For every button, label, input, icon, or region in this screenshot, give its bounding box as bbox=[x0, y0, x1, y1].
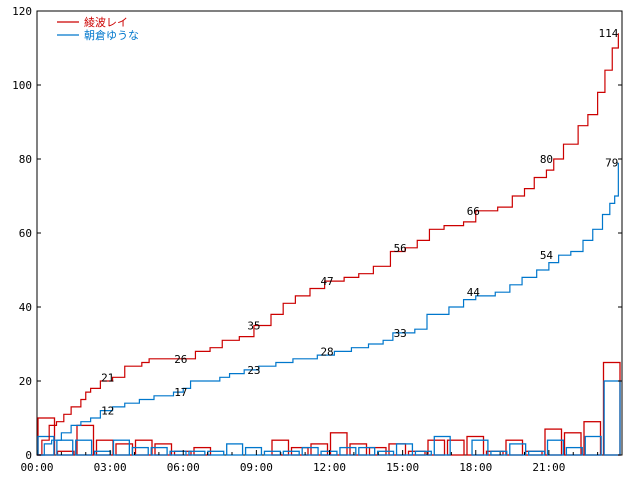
x-tick-label: 15:00 bbox=[386, 461, 419, 474]
hourly-bar bbox=[154, 443, 173, 456]
hourly-bar bbox=[527, 450, 546, 456]
data-label: 12 bbox=[101, 405, 114, 418]
series-line bbox=[37, 33, 619, 456]
data-label: 44 bbox=[467, 286, 481, 299]
hourly-bar bbox=[490, 450, 508, 456]
data-label: 17 bbox=[174, 386, 187, 399]
hourly-bar bbox=[584, 435, 602, 456]
hourly-bar bbox=[509, 443, 527, 456]
hourly-bar bbox=[131, 446, 149, 456]
x-tick-label: 09:00 bbox=[240, 461, 273, 474]
data-label: 35 bbox=[247, 320, 260, 333]
hourly-bar bbox=[75, 439, 93, 456]
y-tick-label: 40 bbox=[19, 301, 32, 314]
data-label: 33 bbox=[394, 327, 407, 340]
hourly-bar bbox=[546, 439, 565, 456]
hourly-bar bbox=[282, 450, 300, 456]
hourly-bar bbox=[310, 443, 329, 456]
hourly-bar bbox=[56, 439, 74, 456]
hourly-bar bbox=[37, 435, 55, 456]
hourly-bar bbox=[377, 450, 395, 456]
plot-frame bbox=[36, 10, 623, 456]
hourly-bar bbox=[301, 446, 319, 456]
hourly-bar bbox=[505, 439, 524, 456]
hourly-bar bbox=[395, 443, 414, 456]
hourly-bar bbox=[339, 446, 357, 456]
x-axis: 00:00 03:00 06:00 09:00 12:00 15:00 18:00 21:00 bbox=[20, 450, 623, 474]
data-label: 80 bbox=[540, 153, 553, 166]
hourly-bar bbox=[446, 439, 465, 456]
hourly-bar bbox=[358, 446, 376, 456]
hourly-bar bbox=[427, 439, 446, 456]
y-tick-label: 80 bbox=[19, 153, 32, 166]
hourly-bar bbox=[414, 450, 432, 456]
hourly-bar bbox=[112, 439, 131, 456]
x-tick-label: 03:00 bbox=[94, 461, 127, 474]
series-line bbox=[37, 162, 619, 456]
data-label: 28 bbox=[320, 345, 333, 358]
hourly-bar bbox=[565, 446, 583, 456]
legend-label: 綾波レイ bbox=[84, 16, 128, 29]
hourly-bars bbox=[37, 361, 621, 456]
data-label: 114 bbox=[598, 27, 618, 40]
legend-label: 朝倉ゆうな bbox=[84, 28, 139, 42]
cumulative-lines bbox=[37, 33, 619, 456]
hourly-bar bbox=[602, 361, 621, 456]
data-label: 21 bbox=[101, 371, 114, 384]
data-label: 23 bbox=[247, 364, 260, 377]
data-labels: 21 26 35 47 56 66 80 114 12 17 23 28 33 44 54 79 bbox=[101, 27, 619, 417]
x-tick-label: 21:00 bbox=[532, 461, 565, 474]
hourly-bar bbox=[188, 450, 206, 456]
hourly-bar bbox=[329, 432, 348, 456]
x-tick-label: 00:00 bbox=[20, 461, 53, 474]
data-label: 56 bbox=[394, 242, 407, 255]
y-tick-label: 20 bbox=[19, 375, 32, 388]
data-label: 66 bbox=[467, 205, 480, 218]
hourly-bar bbox=[471, 439, 489, 456]
hourly-bar bbox=[115, 443, 134, 456]
x-tick-label: 06:00 bbox=[167, 461, 200, 474]
y-tick-label: 0 bbox=[25, 449, 32, 462]
y-tick-label: 100 bbox=[12, 79, 32, 92]
hourly-bar bbox=[169, 450, 187, 456]
data-label: 26 bbox=[174, 353, 187, 366]
hourly-bar bbox=[603, 380, 621, 456]
hourly-bar bbox=[226, 443, 244, 456]
data-label: 47 bbox=[320, 275, 333, 288]
data-label: 54 bbox=[540, 249, 554, 262]
y-tick-label: 60 bbox=[19, 227, 32, 240]
x-tick-label: 18:00 bbox=[459, 461, 492, 474]
y-axis: 0 20 40 60 80 100 120 bbox=[12, 5, 622, 462]
data-label: 79 bbox=[605, 157, 618, 170]
hourly-bar bbox=[583, 421, 602, 456]
y-tick-label: 120 bbox=[12, 5, 32, 18]
hourly-bar bbox=[433, 435, 451, 456]
x-tick-label: 12:00 bbox=[313, 461, 346, 474]
hourly-bar bbox=[244, 446, 263, 456]
